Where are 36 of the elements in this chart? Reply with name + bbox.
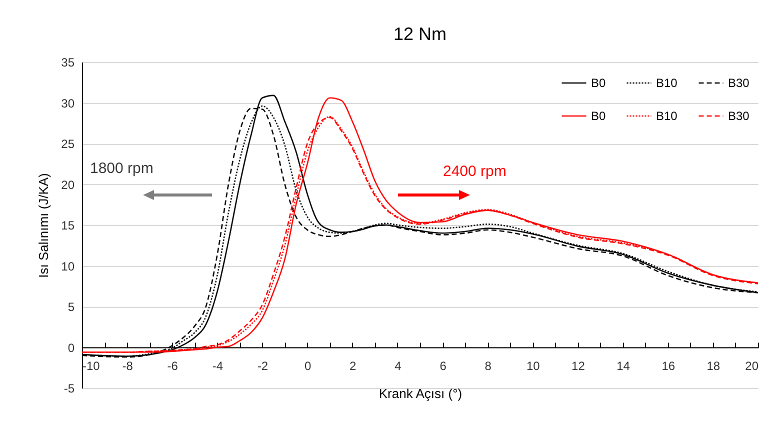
annotation: 2400 rpm — [443, 163, 506, 180]
x-tick-label: 0 — [304, 358, 312, 373]
y-tick-label: 5 — [68, 300, 75, 314]
legend-label: B0 — [591, 76, 606, 90]
legend-label: B0 — [591, 109, 606, 123]
x-tick-label: 12 — [572, 358, 586, 373]
legend-label: B10 — [656, 76, 678, 90]
x-tick-label: 4 — [394, 358, 402, 373]
annotation: 1800 rpm — [90, 160, 154, 177]
x-tick-label: 2 — [350, 358, 357, 373]
x-tick-label: -2 — [257, 358, 268, 373]
y-tick-label: 30 — [61, 96, 75, 110]
y-tick-label: 20 — [61, 178, 75, 192]
y-tick-label: -5 — [64, 382, 75, 396]
x-tick-label: 20 — [745, 358, 759, 373]
x-tick-label: -6 — [167, 358, 178, 373]
legend-label: B30 — [728, 76, 750, 90]
x-tick-label: 18 — [706, 358, 720, 373]
legend-label: B10 — [656, 109, 678, 123]
x-axis-title: Krank Açısı (°) — [378, 386, 462, 401]
x-tick-label: -10 — [82, 358, 100, 373]
x-tick-label: 14 — [616, 358, 630, 373]
y-tick-label: 0 — [68, 340, 75, 355]
y-axis-title: Isı Salınımı (J/KA) — [36, 173, 52, 278]
y-tick-label: 15 — [61, 218, 75, 232]
chart-title: 12 Nm — [393, 24, 447, 44]
legend-label: B30 — [728, 109, 750, 123]
x-tick-label: -8 — [122, 358, 134, 373]
y-tick-label: 10 — [61, 259, 75, 274]
x-tick-label: -4 — [212, 358, 224, 373]
y-tick-label: 25 — [61, 137, 75, 151]
x-tick-label: 16 — [662, 358, 676, 373]
y-tick-label: 35 — [61, 56, 75, 70]
x-tick-label: 10 — [526, 358, 540, 373]
x-tick-label: 8 — [484, 358, 492, 373]
x-tick-label: 6 — [440, 358, 447, 373]
